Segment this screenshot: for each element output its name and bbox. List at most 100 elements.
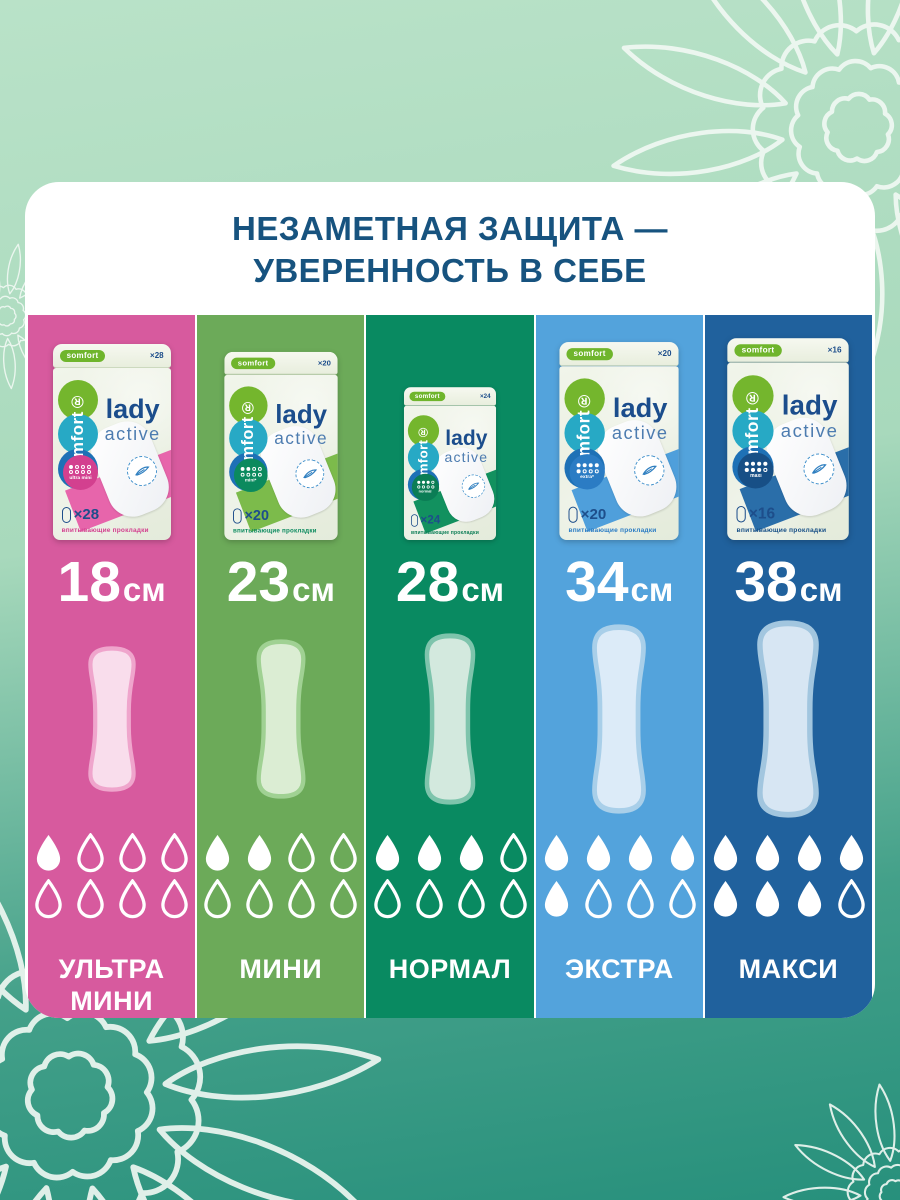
droplet-filled-icon xyxy=(839,835,864,871)
product-name-active: active xyxy=(612,423,669,444)
droplets xyxy=(709,823,868,938)
size-unit: см xyxy=(799,571,843,609)
pad-shape-zone xyxy=(28,615,195,823)
absorbency-dot xyxy=(582,463,587,468)
soft-surface-badge xyxy=(292,456,327,492)
title-line-1: НЕЗАМЕТНАЯ ЗАЩИТА — xyxy=(232,210,668,247)
column-label: НОРМАЛ xyxy=(389,938,511,986)
pad-shape-zone xyxy=(705,615,872,823)
product-name: lady active xyxy=(105,396,161,444)
pad-shape xyxy=(757,620,820,818)
absorbency-dot xyxy=(245,472,250,477)
count-row: ×28 xyxy=(61,506,99,523)
droplets xyxy=(32,823,191,938)
soft-surface-badge xyxy=(459,472,488,501)
pad-shape xyxy=(424,633,476,805)
droplet-filled-icon xyxy=(755,835,780,871)
absorbency-dots xyxy=(744,462,768,473)
droplet-empty-icon xyxy=(35,879,62,919)
pack-count: ×16 xyxy=(749,505,776,523)
product-name-lady: lady xyxy=(275,400,327,429)
product-name: lady active xyxy=(612,394,669,444)
absorbency-dot xyxy=(744,467,749,473)
logo-circle-teal xyxy=(564,413,606,454)
pad-shape xyxy=(87,646,136,792)
pad-shape-zone xyxy=(197,615,364,823)
size-text: 28 см xyxy=(396,550,504,615)
droplet-empty-icon xyxy=(119,833,146,873)
absorbency-dot xyxy=(257,467,262,472)
absorbency-dot xyxy=(430,481,435,485)
label-line: МИНИ xyxy=(70,986,153,1017)
absorbency-dot xyxy=(81,464,86,469)
pack-caption: впитывающие прокладки xyxy=(61,527,149,535)
droplet-filled-icon xyxy=(670,835,694,871)
page-title: НЕЗАМЕТНАЯ ЗАЩИТА — УВЕРЕННОСТЬ В СЕБЕ xyxy=(25,182,875,315)
droplet-empty-icon xyxy=(330,833,358,873)
droplet-empty-icon xyxy=(161,879,188,919)
package: somfort ×20 somfort® lady xyxy=(559,342,679,541)
label-line: УЛЬТРА xyxy=(58,954,165,985)
absorbency-dot xyxy=(245,467,250,472)
package-top-count: ×20 xyxy=(658,349,672,359)
droplet-filled-icon xyxy=(797,881,822,917)
droplet-empty-icon xyxy=(119,879,146,919)
variant-label: mini* xyxy=(244,478,257,483)
package-zone: somfort ×28 somfort® lady xyxy=(28,315,195,550)
pack-caption: впитывающие прокладки xyxy=(411,530,479,536)
brand-pill: somfort xyxy=(230,357,275,369)
product-name: lady active xyxy=(781,391,839,440)
package-front: somfort® lady active xyxy=(52,368,171,541)
absorbency-dot xyxy=(576,463,581,468)
pad-count-icon xyxy=(232,508,242,524)
absorbency-dot xyxy=(750,467,755,473)
absorbency-dot xyxy=(750,462,755,467)
absorbency-dot xyxy=(763,462,768,467)
pack-count: ×20 xyxy=(244,507,269,524)
size-column-maxi: somfort ×16 somfort® lady xyxy=(704,315,873,1018)
package-top-flap: somfort ×20 xyxy=(224,352,338,376)
logo-circle-teal xyxy=(228,419,268,458)
droplet-filled-icon xyxy=(459,835,483,871)
column-label: ЭКСТРА xyxy=(565,938,674,986)
droplet-filled-icon xyxy=(36,835,61,871)
variant-label: maxi xyxy=(750,473,762,479)
droplets xyxy=(540,823,699,938)
size-text: 23 см xyxy=(227,550,335,615)
feather-icon xyxy=(303,469,317,479)
size-number: 23 xyxy=(226,550,291,615)
logo-circle-teal xyxy=(57,414,98,455)
pack-count: ×20 xyxy=(580,505,607,524)
product-name: lady active xyxy=(445,428,489,465)
size-number: 34 xyxy=(565,550,629,615)
droplet-empty-icon xyxy=(288,879,316,919)
absorbency-dot xyxy=(87,470,92,475)
label-line: НОРМАЛ xyxy=(388,954,512,985)
droplet-filled-icon xyxy=(206,835,230,871)
droplet-filled-icon xyxy=(544,835,568,871)
absorbency-badge: maxi xyxy=(737,452,774,489)
size-number: 18 xyxy=(57,550,121,615)
logo-circle-green xyxy=(564,378,606,420)
absorbency-dot xyxy=(426,485,430,489)
absorbency-dot xyxy=(81,470,86,475)
absorbency-dot xyxy=(430,485,435,489)
variant-label: normal xyxy=(419,489,432,494)
absorbency-badge: ultra mini xyxy=(62,455,98,491)
package-top-flap: somfort ×20 xyxy=(559,342,679,367)
size-column-ultra-mini: somfort ×28 somfort® lady xyxy=(28,315,196,1018)
logo-circle-green xyxy=(228,386,268,426)
package-top-count: ×20 xyxy=(317,358,331,368)
package-top-count: ×16 xyxy=(827,345,842,355)
count-row: ×24 xyxy=(411,514,440,527)
brand-pill: somfort xyxy=(566,347,614,360)
package-front: somfort® lady active xyxy=(403,406,497,541)
absorbency-dot xyxy=(87,464,92,469)
size-unit: см xyxy=(292,571,335,609)
logo-circle-teal xyxy=(407,442,440,474)
absorbency-dot xyxy=(756,467,762,473)
package-top-count: ×28 xyxy=(150,351,164,361)
absorbency-dot xyxy=(588,469,593,474)
size-column-normal: somfort ×24 somfort® lady xyxy=(366,315,534,1018)
droplet-empty-icon xyxy=(161,833,188,873)
